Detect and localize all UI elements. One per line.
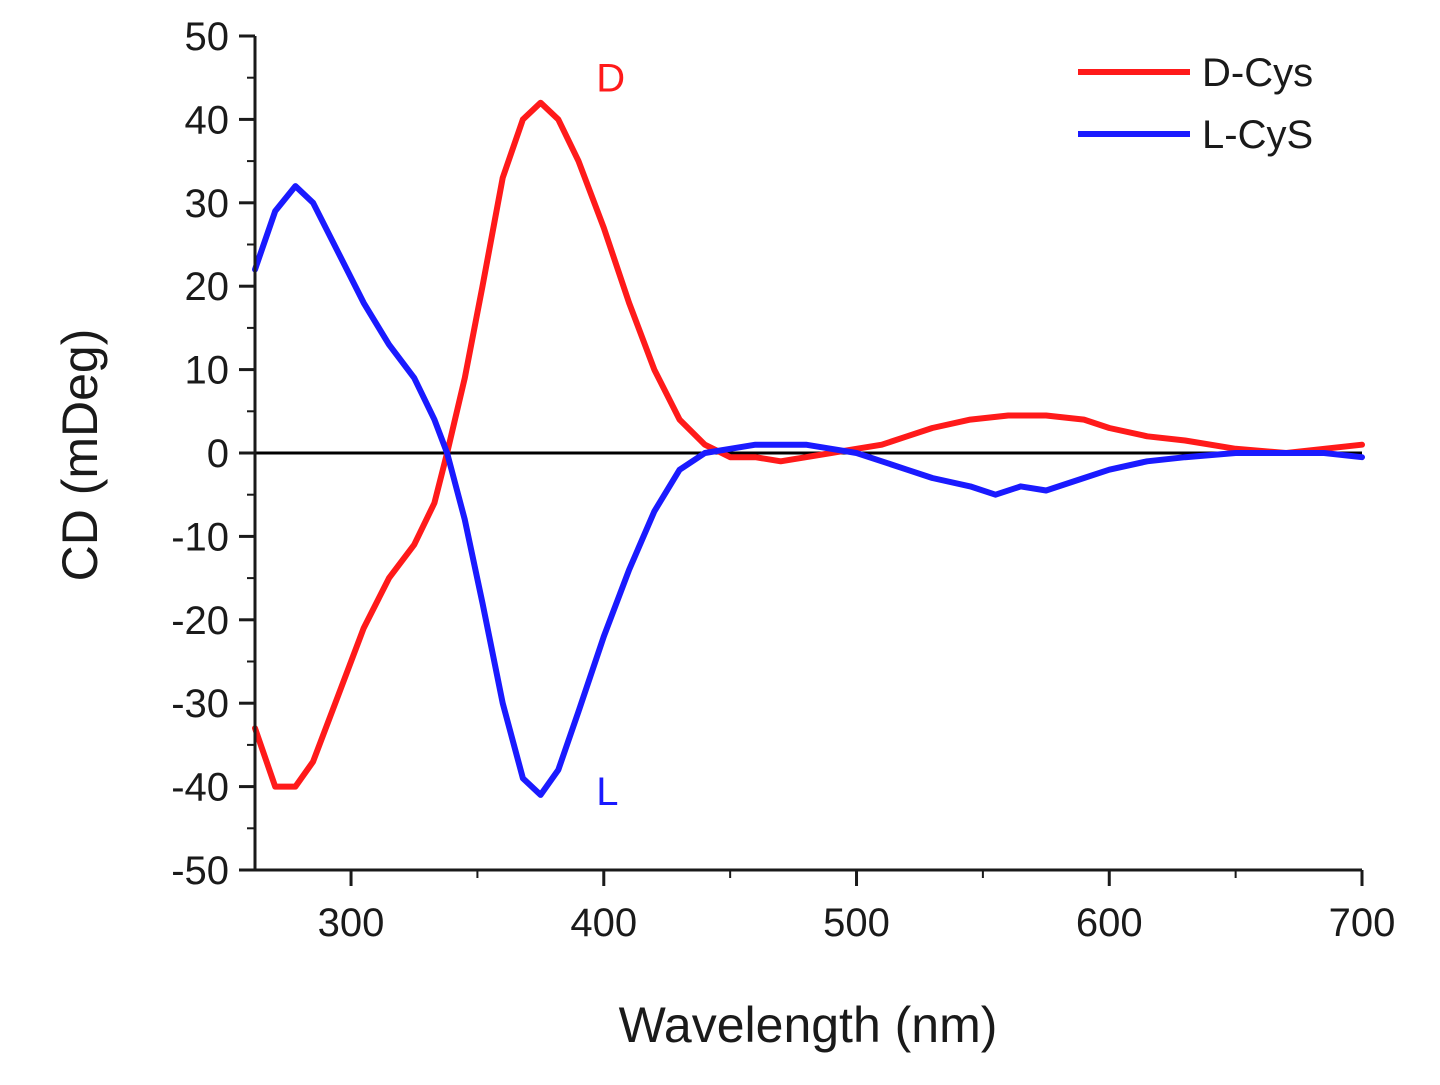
- y-tick-label: 10: [185, 349, 230, 393]
- x-tick-label: 400: [570, 901, 637, 945]
- y-tick-label: -10: [171, 515, 229, 559]
- annotation-label-d: D: [596, 57, 625, 101]
- x-tick-label: 600: [1076, 901, 1143, 945]
- legend-label-d-cys: D-Cys: [1202, 51, 1313, 95]
- legend-label-l-cys: L-CyS: [1202, 113, 1313, 157]
- annotation-layer: DL: [596, 57, 625, 814]
- y-tick-label: -50: [171, 849, 229, 893]
- series-layer: [252, 99, 1365, 798]
- y-tick-label: 40: [185, 98, 230, 142]
- y-tick-label: -30: [171, 682, 229, 726]
- series-line-d-cys: [252, 99, 1365, 790]
- legend: D-Cys L-CyS: [1078, 51, 1313, 157]
- y-tick-label: 30: [185, 182, 230, 226]
- y-tick-label: 20: [185, 265, 230, 309]
- x-tick-label: 300: [318, 901, 385, 945]
- x-tick-label: 500: [823, 901, 890, 945]
- y-tick-label: 50: [185, 15, 230, 59]
- y-tick-label: -20: [171, 599, 229, 643]
- x-axis-title: Wavelength (nm): [619, 997, 998, 1053]
- y-tick-label: 0: [207, 432, 229, 476]
- annotation-label-l: L: [596, 770, 618, 814]
- y-tick-label: -40: [171, 766, 229, 810]
- ticks-layer: 50 40 30 20 10 0 -10 -20 -30 -40 -50 300 400 500 600 70…: [171, 15, 1395, 945]
- y-axis-title: CD (mDeg): [52, 329, 108, 582]
- series-line-l-cys: [252, 183, 1365, 798]
- x-tick-label: 700: [1329, 901, 1396, 945]
